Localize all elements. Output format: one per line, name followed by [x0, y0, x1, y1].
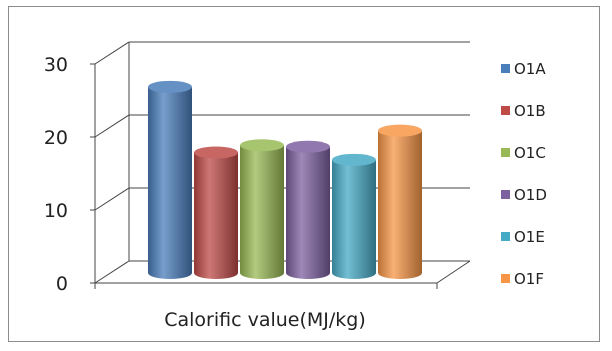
- bar-top: [194, 146, 238, 159]
- bar-body: [194, 152, 238, 279]
- bar-o1a: [148, 80, 192, 279]
- y-tick-label: 0: [56, 273, 68, 295]
- y-tick-label: 20: [44, 127, 68, 149]
- gridline-connector: [94, 187, 130, 211]
- bar-top: [286, 140, 330, 153]
- chart-bars: [148, 80, 422, 279]
- chart-axes: 0 10 20 30: [44, 54, 438, 295]
- gridline-connector: [94, 114, 130, 138]
- legend-label: O1F: [514, 270, 544, 288]
- bar-body: [286, 146, 330, 279]
- bar-body: [148, 86, 192, 279]
- bar-top: [148, 80, 192, 93]
- gridline-connector: [94, 260, 130, 284]
- legend-swatch: [501, 232, 510, 241]
- legend-label: O1C: [514, 144, 546, 162]
- chart-legend: O1A O1B O1C O1D O1E O1F: [501, 60, 547, 288]
- legend-swatch: [501, 148, 510, 157]
- y-tick-label: 10: [44, 200, 68, 222]
- floor-right-edge: [436, 260, 471, 284]
- bar-body: [332, 159, 376, 279]
- legend-label: O1E: [514, 228, 545, 246]
- bar-o1e: [332, 153, 376, 279]
- legend-label: O1A: [514, 60, 546, 78]
- legend-swatch: [501, 190, 510, 199]
- bar-body: [240, 145, 284, 279]
- x-axis-label: Calorific value(MJ/kg): [164, 309, 366, 331]
- legend-swatch: [501, 274, 510, 283]
- bar-top: [332, 153, 376, 166]
- y-tick-label: 30: [44, 54, 68, 76]
- bar-o1d: [286, 140, 330, 279]
- bar-top: [240, 139, 284, 152]
- bar-top: [378, 124, 422, 137]
- bar-body: [378, 130, 422, 279]
- bar-o1c: [240, 139, 284, 279]
- legend-label: O1D: [514, 186, 547, 204]
- gridline-connector: [94, 41, 130, 65]
- legend-label: O1B: [514, 102, 546, 120]
- bar-o1b: [194, 146, 238, 279]
- legend-swatch: [501, 64, 510, 73]
- bar-o1f: [378, 124, 422, 279]
- legend-swatch: [501, 106, 510, 115]
